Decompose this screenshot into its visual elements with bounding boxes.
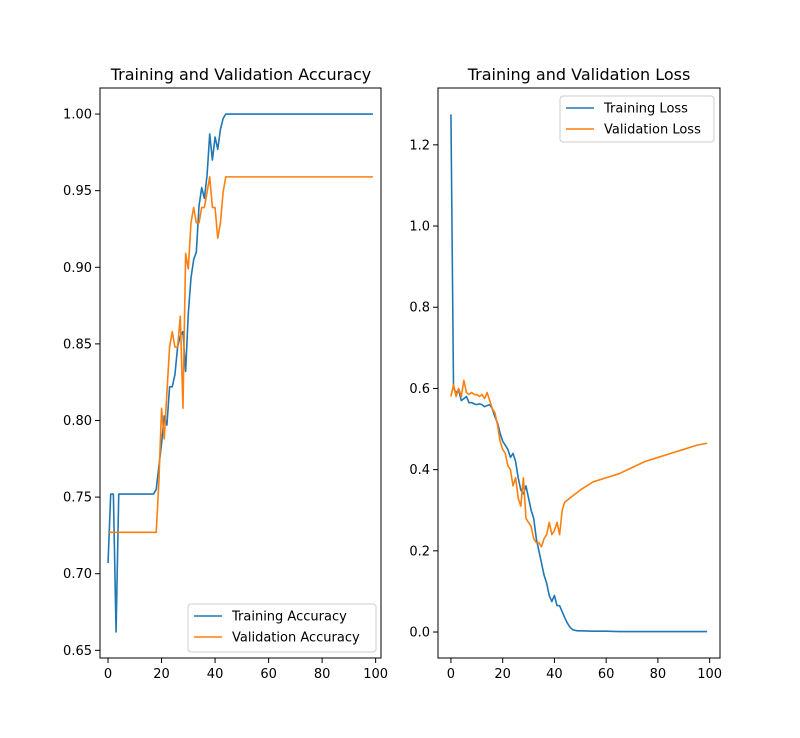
legend-box (187, 603, 377, 653)
x-tick-label: 60 (260, 667, 277, 682)
x-tick-label: 20 (494, 667, 511, 682)
accuracy-chart-frame (99, 87, 382, 659)
x-tick-label: 40 (207, 667, 224, 682)
y-tick-label: 0.75 (63, 491, 92, 506)
y-tick-label: 1.2 (409, 138, 430, 153)
accuracy-chart-legend: Training Accuracy Validation Accuracy (187, 603, 377, 653)
x-tick-label: 0 (447, 667, 455, 682)
legend-label: Validation Loss (604, 123, 701, 138)
y-tick-label: 0.2 (409, 544, 430, 559)
loss-chart-title: Training and Validation Loss (467, 65, 691, 84)
y-tick-label: 0.0 (409, 626, 430, 641)
loss-chart-legend: Training Loss Validation Loss (559, 95, 715, 143)
x-tick-label: 100 (697, 667, 722, 682)
y-tick-label: 0.6 (409, 382, 430, 397)
loss-chart: Training and Validation Loss 0 20 40 60 80 10… (409, 65, 722, 682)
y-tick-label: 1.0 (409, 220, 430, 235)
accuracy-chart-ticks: 0 20 40 60 80 100 0.65 0.70 0.75 0.80 0.85 0.90 0.95… (63, 108, 388, 682)
x-tick-label: 80 (314, 667, 331, 682)
series-line-validation-loss (450, 379, 708, 548)
legend-box (559, 95, 715, 143)
legend-label: Training Accuracy (231, 610, 347, 625)
y-tick-label: 0.8 (409, 301, 430, 316)
loss-chart-lines (450, 114, 708, 633)
y-tick-label: 0.80 (63, 414, 92, 429)
x-tick-label: 0 (104, 667, 112, 682)
y-tick-label: 0.95 (63, 184, 92, 199)
accuracy-chart: Training and Validation Accuracy 0 20 40 60… (63, 65, 388, 682)
x-tick-label: 60 (598, 667, 615, 682)
y-tick-label: 0.65 (63, 644, 92, 659)
legend-label: Validation Accuracy (232, 631, 360, 646)
y-tick-label: 0.4 (409, 463, 430, 478)
series-line-training-accuracy (107, 113, 373, 633)
loss-chart-ticks: 0 20 40 60 80 100 0.0 0.2 0.4 0.6 0.8 1.0 1.2 (409, 138, 722, 682)
x-tick-label: 100 (363, 667, 388, 682)
x-tick-label: 20 (153, 667, 170, 682)
accuracy-chart-title: Training and Validation Accuracy (110, 65, 372, 84)
y-tick-label: 1.00 (63, 108, 92, 123)
y-tick-label: 0.85 (63, 337, 92, 352)
y-tick-label: 0.90 (63, 261, 92, 276)
legend-label: Training Loss (603, 102, 688, 117)
x-tick-label: 40 (546, 667, 563, 682)
loss-chart-frame (437, 87, 721, 659)
accuracy-chart-lines (107, 113, 373, 633)
series-line-validation-accuracy (108, 176, 373, 534)
y-tick-label: 0.70 (63, 567, 92, 582)
x-tick-label: 80 (650, 667, 667, 682)
series-line-training-loss (450, 114, 708, 633)
